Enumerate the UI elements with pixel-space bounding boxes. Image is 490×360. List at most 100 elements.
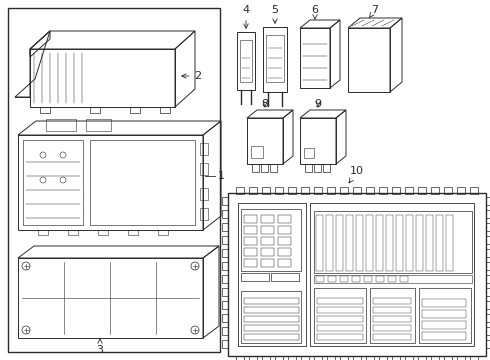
Bar (90, 140, 195, 225)
Bar (316, 215, 323, 271)
Bar (222, 236, 228, 244)
Bar (388, 276, 396, 282)
Bar (244, 226, 257, 234)
Bar (422, 310, 466, 318)
Bar (446, 215, 453, 271)
Bar (457, 356, 465, 360)
Bar (379, 356, 387, 360)
Bar (348, 28, 390, 92)
Bar (431, 356, 439, 360)
Bar (222, 327, 228, 335)
Bar (278, 259, 291, 267)
Bar (278, 237, 291, 245)
Bar (405, 356, 413, 360)
Bar (237, 32, 255, 90)
Bar (314, 211, 472, 273)
Bar (278, 226, 291, 234)
Bar (249, 356, 257, 360)
Text: 9: 9 (315, 99, 321, 109)
Text: 2: 2 (182, 71, 201, 81)
Bar (288, 356, 296, 360)
Bar (261, 226, 274, 234)
Bar (366, 356, 374, 360)
Bar (326, 215, 333, 271)
Bar (30, 49, 175, 107)
Bar (364, 276, 372, 282)
Bar (266, 35, 284, 82)
Bar (392, 356, 400, 360)
Bar (23, 140, 83, 225)
Text: 4: 4 (243, 5, 249, 28)
Bar (222, 210, 228, 218)
Bar (240, 40, 252, 82)
Bar (128, 230, 138, 235)
Bar (327, 356, 335, 360)
Bar (486, 327, 490, 335)
Bar (405, 187, 413, 194)
Bar (486, 223, 490, 231)
Bar (431, 187, 439, 194)
Bar (222, 301, 228, 309)
Bar (244, 316, 299, 322)
Bar (263, 27, 287, 92)
Bar (160, 107, 170, 113)
Bar (305, 164, 312, 172)
Bar (310, 203, 474, 346)
Bar (353, 356, 361, 360)
Bar (300, 118, 336, 164)
Bar (261, 237, 274, 245)
Bar (261, 259, 274, 267)
Bar (418, 187, 426, 194)
Bar (457, 187, 465, 194)
Bar (236, 187, 244, 194)
Bar (262, 356, 270, 360)
Bar (261, 248, 274, 256)
Bar (200, 208, 208, 220)
Bar (262, 187, 270, 194)
Bar (444, 356, 452, 360)
Bar (244, 237, 257, 245)
Bar (426, 215, 433, 271)
Bar (241, 291, 301, 343)
Bar (68, 230, 78, 235)
Bar (251, 146, 263, 158)
Bar (317, 298, 363, 304)
Bar (241, 273, 269, 281)
Bar (222, 223, 228, 231)
Bar (288, 187, 296, 194)
Bar (249, 187, 257, 194)
Bar (275, 356, 283, 360)
Bar (314, 164, 321, 172)
Bar (340, 187, 348, 194)
Bar (46, 119, 76, 131)
Bar (200, 143, 208, 155)
Bar (222, 197, 228, 205)
Bar (314, 356, 322, 360)
Bar (486, 314, 490, 322)
Bar (275, 187, 283, 194)
Bar (317, 316, 363, 322)
Bar (346, 215, 353, 271)
Text: 7: 7 (369, 5, 379, 18)
Bar (244, 259, 257, 267)
Bar (486, 340, 490, 348)
Bar (18, 258, 203, 338)
Bar (241, 209, 301, 271)
Bar (340, 356, 348, 360)
Text: 3: 3 (97, 339, 103, 355)
Bar (379, 187, 387, 194)
Bar (486, 301, 490, 309)
Bar (340, 276, 348, 282)
Bar (314, 187, 322, 194)
Bar (486, 249, 490, 257)
Bar (422, 332, 466, 340)
Text: 10: 10 (349, 166, 364, 183)
Bar (416, 215, 423, 271)
Bar (222, 288, 228, 296)
Bar (314, 275, 472, 283)
Bar (386, 215, 393, 271)
Bar (486, 236, 490, 244)
Bar (327, 187, 335, 194)
Bar (317, 334, 363, 340)
Bar (470, 356, 478, 360)
